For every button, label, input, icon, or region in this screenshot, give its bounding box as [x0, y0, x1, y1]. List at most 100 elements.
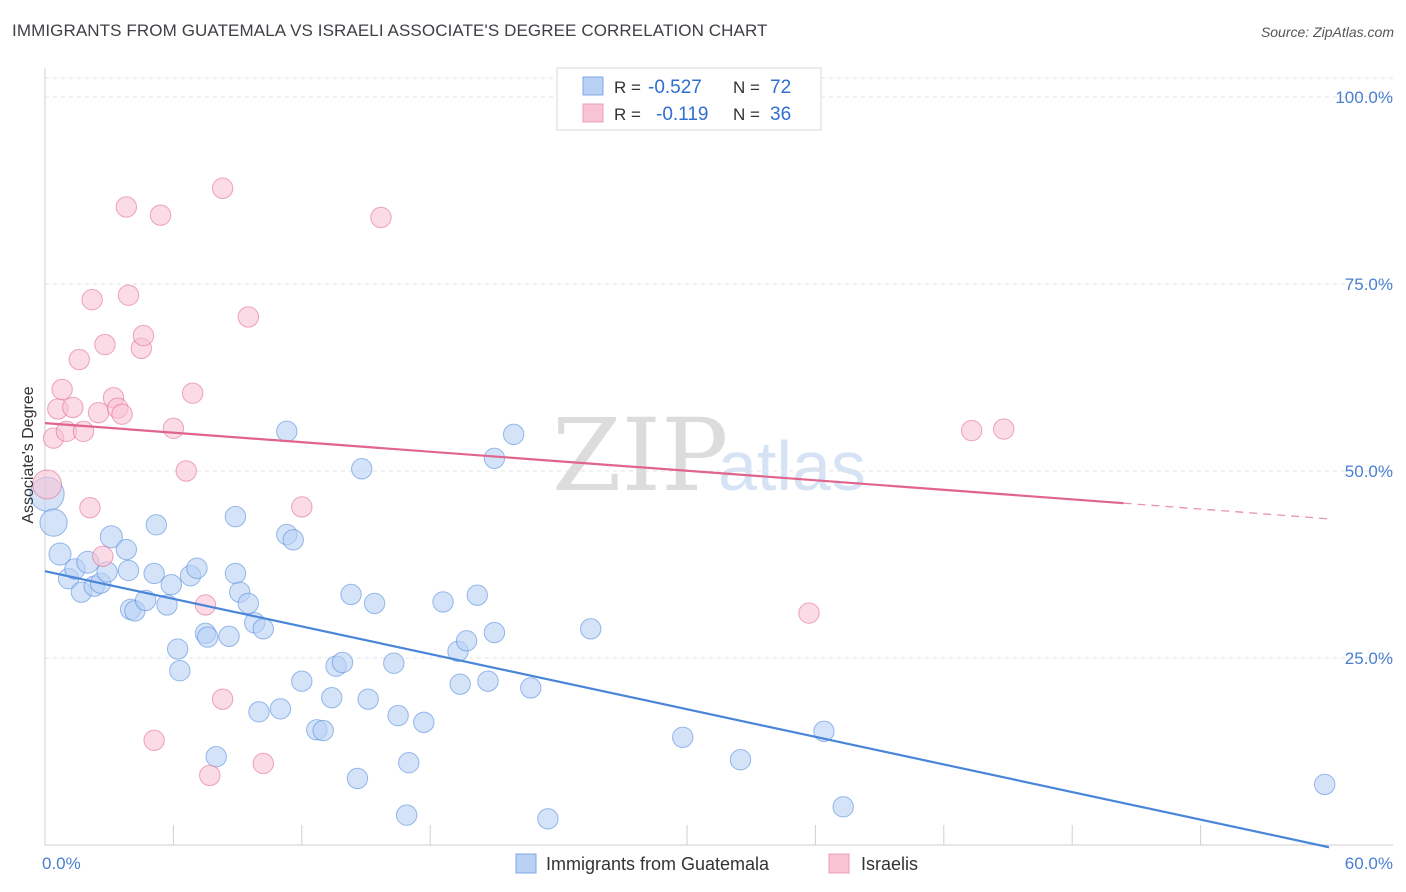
data-point [449, 673, 471, 695]
data-point [346, 767, 369, 790]
data-point [169, 660, 191, 682]
series-layer [29, 177, 1336, 830]
chart-title: IMMIGRANTS FROM GUATEMALA VS ISRAELI ASS… [12, 21, 768, 40]
data-point [580, 618, 602, 640]
data-point [813, 720, 835, 743]
data-point [432, 591, 454, 613]
data-point [729, 749, 752, 771]
data-point [466, 584, 488, 606]
data-point [1314, 773, 1336, 796]
y-tick-label: 50.0% [1345, 462, 1393, 481]
data-point [175, 460, 197, 482]
data-point [291, 496, 313, 518]
data-point [370, 206, 392, 229]
y-tick-label: 25.0% [1345, 649, 1393, 668]
data-point [48, 542, 72, 566]
data-point [282, 529, 304, 551]
stats-legend-swatch-guatemala [582, 76, 604, 96]
data-point [224, 505, 247, 528]
legend-swatch-guatemala [515, 853, 537, 874]
data-point [211, 177, 234, 199]
data-point [363, 592, 386, 615]
data-point [269, 698, 292, 720]
data-point [483, 447, 506, 469]
data-point [79, 496, 101, 519]
data-point [94, 333, 116, 356]
legend-label-guatemala: Immigrants from Guatemala [546, 854, 770, 874]
data-point [92, 545, 114, 567]
data-point [132, 324, 155, 347]
data-point [672, 726, 694, 748]
y-tick-label: 100.0% [1335, 88, 1393, 107]
data-point [211, 688, 234, 710]
data-point [81, 289, 103, 311]
data-point [477, 670, 499, 692]
watermark: ZIP atlas [552, 397, 866, 514]
data-point [218, 625, 240, 648]
data-point [357, 688, 379, 710]
data-point [166, 638, 189, 660]
data-point [224, 562, 247, 585]
axes [44, 68, 1393, 846]
stats-n-label-guatemala: N = [733, 78, 760, 97]
data-point [248, 701, 270, 723]
series-guatemala [29, 420, 1336, 830]
gridlines [45, 77, 1393, 659]
stats-n-label-israelis: N = [733, 105, 760, 124]
legend-swatch-israelis [828, 853, 850, 874]
watermark-zip: ZIP [552, 397, 728, 514]
data-point [291, 670, 313, 692]
data-point [395, 804, 418, 826]
data-point [199, 764, 221, 787]
data-point [798, 602, 820, 624]
source-credit: Source: ZipAtlas.com [1260, 24, 1394, 40]
series-israelis [32, 177, 1015, 787]
stats-r-value-guatemala: -0.527 [648, 77, 702, 98]
legend-label-israelis: Israelis [861, 854, 918, 874]
data-point [398, 752, 420, 774]
axis-ticks: 100.0% 75.0% 50.0% 25.0% 0.0% 60.0% [42, 88, 1393, 873]
data-point [455, 630, 478, 652]
data-point [252, 618, 274, 640]
data-point [276, 420, 298, 443]
stats-n-value-guatemala: 72 [770, 77, 791, 98]
data-point [145, 514, 167, 536]
data-point [87, 401, 110, 424]
data-point [205, 746, 227, 768]
data-point [387, 704, 409, 727]
data-point [186, 557, 208, 579]
data-point [115, 538, 138, 561]
data-point [537, 808, 559, 830]
data-point [413, 711, 435, 734]
data-point [32, 469, 63, 500]
data-point [237, 306, 260, 328]
y-tick-label: 75.0% [1345, 275, 1393, 294]
stats-legend-swatch-israelis [582, 103, 604, 123]
x-tick-label: 60.0% [1345, 854, 1393, 873]
data-point [321, 686, 343, 709]
data-point [115, 196, 138, 218]
data-point [993, 418, 1015, 440]
data-point [117, 559, 140, 582]
trend-line [44, 422, 1124, 505]
data-point [68, 348, 90, 371]
data-point [340, 583, 362, 606]
data-point [143, 729, 165, 751]
data-point [111, 403, 133, 425]
data-point [351, 458, 373, 480]
data-point [502, 423, 525, 446]
data-point [39, 508, 68, 537]
x-tick-label: 0.0% [42, 854, 81, 873]
trend-line [44, 570, 1330, 849]
data-point [117, 284, 140, 306]
stats-n-value-israelis: 36 [770, 104, 791, 125]
data-point [383, 652, 405, 674]
stats-r-value-israelis: -0.119 [656, 104, 708, 125]
data-point [520, 677, 542, 699]
data-point [99, 525, 123, 549]
watermark-atlas: atlas [718, 427, 866, 505]
data-point [62, 396, 84, 419]
stats-r-label-guatemala: R = [614, 78, 641, 97]
data-point [134, 589, 157, 612]
trend-layer [44, 422, 1330, 849]
